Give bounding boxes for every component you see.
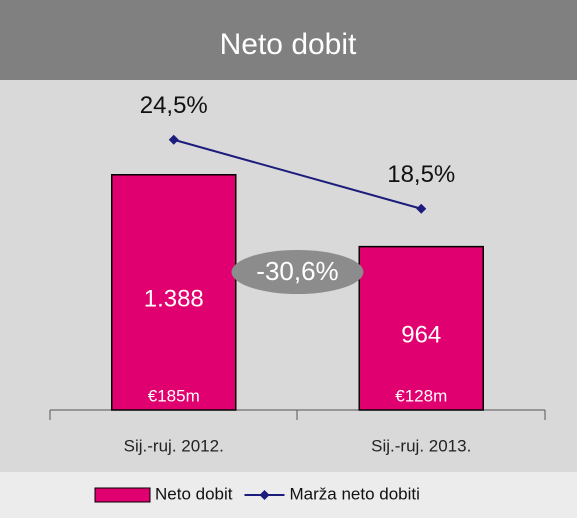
line bbox=[173, 138, 422, 210]
bar-annotation: €128m bbox=[395, 386, 447, 405]
change-label: -30,6% bbox=[256, 256, 338, 286]
bar-value-label: 1.388 bbox=[144, 286, 204, 313]
legend-label: Neto dobit bbox=[155, 484, 233, 503]
line-value-label: 18,5% bbox=[387, 161, 455, 188]
legend-label: Marža neto dobiti bbox=[290, 484, 420, 503]
bar-value-label: 964 bbox=[401, 322, 441, 349]
line-marker bbox=[259, 490, 270, 500]
line-marker bbox=[416, 203, 427, 214]
line-marker bbox=[168, 134, 179, 145]
change-badge bbox=[231, 250, 364, 294]
bar bbox=[358, 245, 484, 411]
line-value-label: 24,5% bbox=[140, 92, 208, 119]
x-tick-label: Sij.-ruj. 2013. bbox=[371, 436, 471, 455]
legend-swatch bbox=[94, 487, 151, 503]
bar bbox=[111, 174, 237, 411]
chart-title: Neto dobit bbox=[220, 28, 357, 61]
header bbox=[0, 0, 577, 80]
bar-annotation: €185m bbox=[148, 386, 200, 405]
x-tick-label: Sij.-ruj. 2012. bbox=[124, 436, 224, 455]
